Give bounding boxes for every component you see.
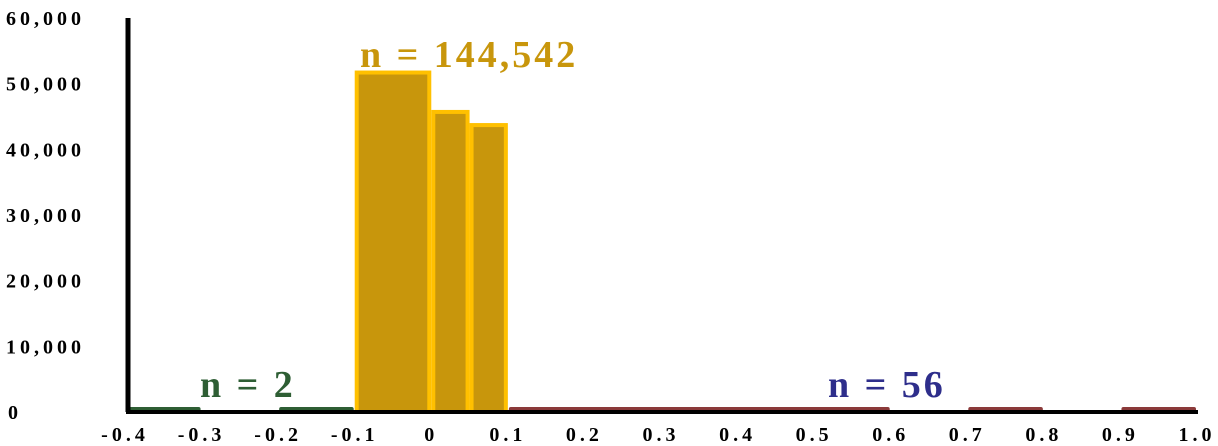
x-tick-label: 0 [424, 424, 438, 446]
y-tick-label: 10,000 [6, 336, 85, 358]
y-tick-label: 0 [8, 402, 22, 424]
x-tick-label: 0.4 [719, 424, 756, 446]
histogram-bar [354, 70, 432, 415]
bars-layer [126, 70, 1196, 415]
y-tick-label: 60,000 [6, 8, 85, 30]
x-tick-label: -0.3 [178, 424, 226, 446]
x-tick-label: 0.9 [1102, 424, 1139, 446]
histogram-bar [431, 109, 470, 415]
x-tick-label: 0.3 [643, 424, 680, 446]
y-tick-label: 30,000 [6, 205, 85, 227]
y-tick-labels: 0 10,000 20,000 30,000 40,000 50,000 60,000 [6, 8, 85, 424]
x-tick-label: -0.1 [331, 424, 379, 446]
x-tick-label: -0.4 [101, 424, 149, 446]
x-tick-label: 0.7 [949, 424, 986, 446]
x-tick-label: 0.1 [489, 424, 526, 446]
x-tick-labels: -0.4 -0.3 -0.2 -0.1 0 0.1 0.2 0.3 0.4 0.5 0.6 0.7 0.… [101, 424, 1216, 446]
x-tick-label: 0.6 [872, 424, 909, 446]
x-tick-label: 1.0 [1179, 424, 1216, 446]
x-tick-label: 0.8 [1025, 424, 1062, 446]
y-tick-label: 40,000 [6, 139, 85, 161]
histogram-bar [469, 123, 508, 414]
y-tick-label: 20,000 [6, 271, 85, 293]
annotation-gold: n = 144,542 [360, 34, 578, 76]
annotation-red: n = 56 [828, 364, 946, 406]
y-tick-label: 50,000 [6, 74, 85, 96]
x-tick-label: 0.2 [566, 424, 603, 446]
x-tick-label: 0.5 [796, 424, 833, 446]
x-tick-label: -0.2 [254, 424, 302, 446]
annotation-green: n = 2 [200, 364, 296, 406]
